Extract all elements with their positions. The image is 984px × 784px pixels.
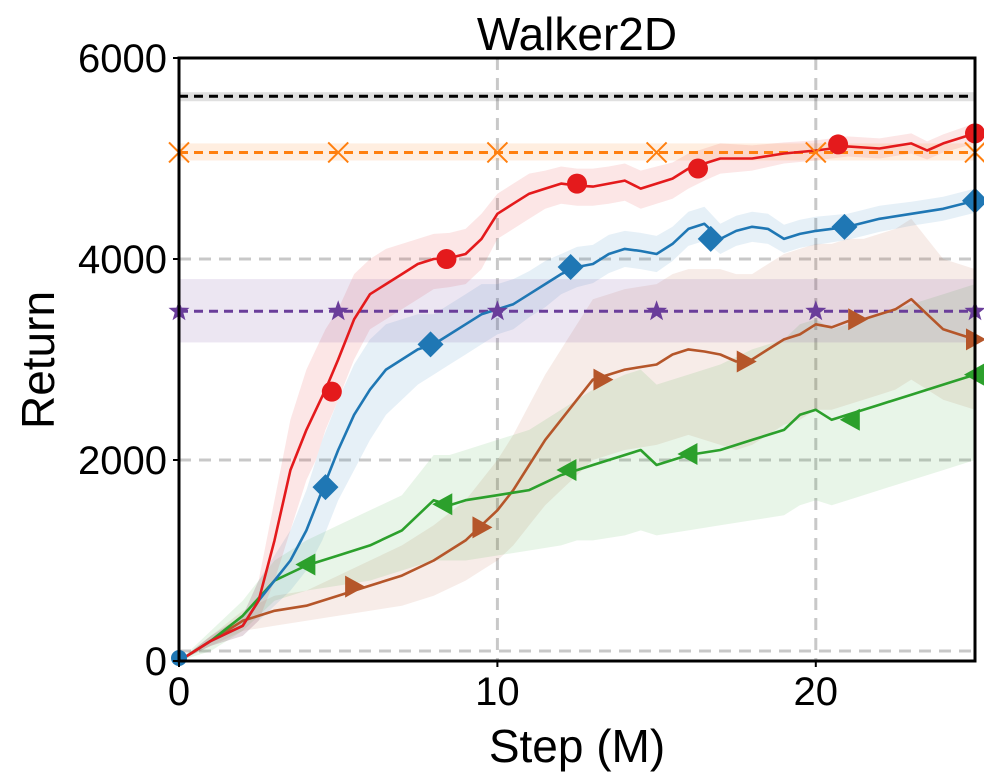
green-triangle-left-marker xyxy=(295,553,316,576)
orange-x-marker xyxy=(645,141,668,164)
orange-x-marker xyxy=(327,141,349,164)
x-tick-label: 0 xyxy=(168,670,190,714)
y-axis-label: Return xyxy=(12,291,64,429)
blue-diamond-marker xyxy=(557,254,584,281)
x-axis-label: Step (M) xyxy=(489,720,665,772)
series-markers xyxy=(168,123,984,666)
brown-triangle-right-band xyxy=(179,218,975,661)
red-circle-marker xyxy=(687,158,708,179)
orange-x-marker xyxy=(805,141,827,164)
blue-diamond-marker xyxy=(831,213,858,240)
blue-diamond-marker xyxy=(312,474,339,501)
red-circle-marker xyxy=(567,173,587,194)
blue-diamond-marker xyxy=(962,187,984,214)
green-triangle-left-marker xyxy=(556,459,577,482)
orange-x-marker xyxy=(486,141,509,164)
green-triangle-left-marker xyxy=(839,408,860,431)
red-circle-marker xyxy=(436,249,457,269)
x-tick-label: 20 xyxy=(794,670,839,714)
y-tick-label: 4000 xyxy=(78,238,167,282)
green-triangle-left-line xyxy=(179,373,975,661)
x-tick-label: 10 xyxy=(475,670,520,714)
red-circle-marker xyxy=(321,381,342,402)
purple-star-marker xyxy=(805,300,827,321)
blue-diamond-marker xyxy=(697,225,724,252)
brown-triangle-right-marker xyxy=(472,516,493,539)
blue-diamond-marker xyxy=(417,331,444,358)
brown-triangle-right-marker xyxy=(345,575,366,598)
blue-diamond-band xyxy=(179,188,975,661)
green-triangle-left-marker xyxy=(677,442,698,465)
red-circle-line xyxy=(179,132,975,661)
purple-star-marker xyxy=(327,300,349,321)
brown-triangle-right-marker xyxy=(848,308,869,331)
y-tick-label: 0 xyxy=(145,640,167,684)
green-triangle-left-band xyxy=(179,284,975,661)
confidence-bands xyxy=(179,123,975,661)
y-tick-label: 6000 xyxy=(78,37,167,81)
red-circle-band xyxy=(179,123,975,661)
brown-triangle-right-marker xyxy=(593,368,614,391)
y-tick-label: 2000 xyxy=(78,439,167,483)
brown-triangle-right-marker xyxy=(736,350,757,373)
plot-frame xyxy=(177,56,977,663)
reference-lines xyxy=(179,92,975,343)
chart-title: Walker2D xyxy=(477,8,677,60)
purple-star-marker xyxy=(646,300,668,321)
grid xyxy=(179,58,975,661)
red-circle-marker xyxy=(828,134,849,155)
axis-ticks: 0 10 20 0 2000 4000 6000 xyxy=(78,37,838,714)
brown-triangle-right-line xyxy=(179,297,975,661)
purple-star-marker xyxy=(486,300,508,321)
series-lines xyxy=(179,132,975,661)
green-triangle-left-marker xyxy=(432,493,453,516)
